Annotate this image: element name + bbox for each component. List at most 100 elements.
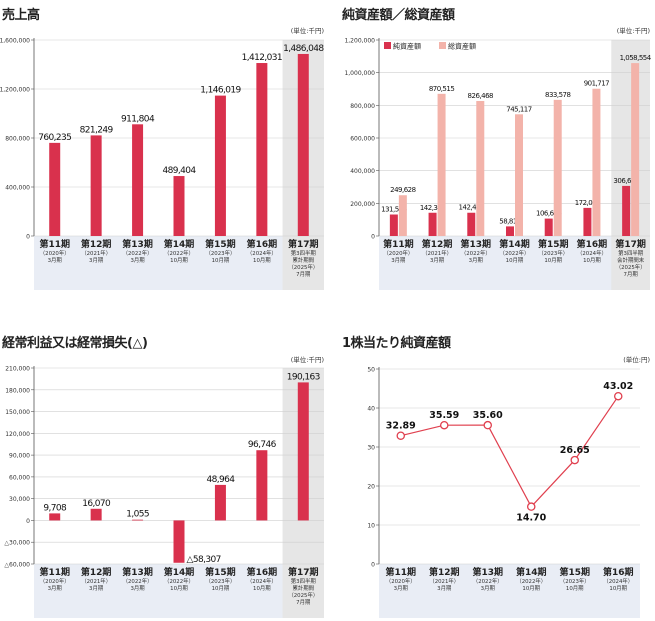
category-label: 第15期 (559, 566, 590, 578)
category-sublabel: 10月期 (212, 257, 230, 264)
category-label: 第15期 (538, 238, 569, 250)
category-sublabel: 3月期 (130, 585, 144, 592)
data-point (440, 420, 449, 430)
category-sublabel: 10月期 (253, 257, 271, 264)
y-tick-label: 50 (367, 367, 375, 374)
y-tick-label: 600,000 (350, 136, 375, 143)
bar-value-label: 489,404 (162, 166, 196, 176)
category-sublabel: 会計期間末 (617, 256, 645, 264)
series-line (400, 395, 619, 508)
category-label: 第13期 (122, 566, 153, 578)
category-sublabel: （2020年） (386, 577, 416, 585)
category-label: 第13期 (461, 238, 492, 250)
y-tick-label: 800,000 (350, 103, 375, 110)
category-sublabel: 10月期 (609, 585, 627, 592)
nav-per-share-chart: 01020304050(単位:円)第11期（2020年）3月期第12期（2021… (367, 355, 650, 618)
category-sublabel: 3月期 (48, 585, 62, 592)
category-sublabel: （2025年） (288, 591, 318, 599)
category-sublabel: 3月期 (89, 585, 103, 592)
nav-per-share-chart-title: 1株当たり純資産額 (342, 336, 451, 351)
category-label: 第17期 (288, 566, 319, 578)
bar-value-label: 1,412,031 (242, 53, 282, 63)
unit-label: (単位:千円) (291, 355, 324, 364)
sales-chart-panel: 売上高 0 400,000 800,000 1,200,000 1,600,000 (単位… (0, 0, 330, 300)
category-sublabel: 7月期 (624, 271, 638, 278)
category-sublabel: （2023年） (205, 577, 235, 585)
nav-per-share-chart-panel: 1株当たり純資産額 0 10 20 30 40 50 (単位:円) 第11期 （2020年） 3月… (330, 318, 655, 621)
y-tick-label: 400,000 (5, 185, 30, 192)
point-value-label: 26.65 (560, 445, 590, 456)
bar-value-label: △58,307 (187, 555, 221, 565)
bar-value-label: 106,614 (536, 210, 562, 218)
legend-label: 総資産額 (448, 42, 476, 51)
bar-value-label: 833,578 (545, 91, 570, 99)
y-tick-label: 0 (26, 518, 30, 525)
bar-net-assets (622, 185, 631, 236)
category-sublabel: （2022年） (461, 249, 491, 257)
sales-chart-title: 売上高 (2, 8, 40, 23)
data-point (526, 502, 536, 511)
y-tick-label: 0 (26, 234, 30, 241)
category-label: 第14期 (499, 238, 530, 250)
assets-chart: 0 200,000 400,000 600,000 800,000 1,000,000 1,… (344, 26, 652, 290)
bar (132, 519, 144, 521)
bar (90, 508, 102, 521)
category-label: 第15期 (205, 566, 236, 578)
category-sublabel: 第3四半期 (291, 577, 316, 585)
bar-net-assets (428, 212, 437, 236)
y-tick-label: 180,000 (5, 387, 30, 394)
y-tick-label: 1,600,000 (0, 38, 30, 45)
y-tick-label: △60,000 (4, 562, 30, 569)
category-sublabel: （2020年） (383, 249, 413, 257)
category-sublabel: 3月期 (48, 257, 62, 264)
y-tick-label: 120,000 (5, 431, 30, 438)
category-sublabel: 3月期 (394, 585, 408, 592)
category-sublabel: （2021年） (81, 249, 111, 257)
category-label: 第16期 (577, 238, 608, 250)
bar-total-assets (631, 63, 640, 237)
category-label: 第14期 (164, 566, 195, 578)
y-tick-label: 40 (367, 406, 375, 413)
category-sublabel: （2022年） (123, 249, 153, 257)
category-sublabel: （2024年） (603, 577, 633, 585)
category-label: 第14期 (516, 566, 547, 578)
bar-total-assets (592, 88, 601, 236)
category-label: 第16期 (247, 238, 278, 250)
point-value-label: 14.70 (516, 513, 546, 524)
bar-total-assets (437, 93, 446, 236)
category-sublabel: （2023年） (560, 577, 590, 585)
category-label: 第15期 (205, 238, 236, 250)
bar-value-label: 826,468 (468, 92, 493, 100)
category-sublabel: 10月期 (506, 257, 524, 264)
bar-value-label: 48,964 (206, 475, 235, 485)
assets-chart-title: 純資産額／総資産額 (342, 8, 455, 23)
category-sublabel: 7月期 (296, 271, 310, 278)
point-value-label: 35.60 (473, 410, 503, 421)
y-tick-label: 800,000 (5, 136, 30, 143)
category-sublabel: （2023年） (538, 249, 568, 257)
y-tick-label: 200,000 (350, 201, 375, 208)
data-point (396, 431, 406, 440)
category-label: 第12期 (81, 238, 112, 250)
bar-total-assets (398, 195, 407, 236)
category-sublabel: （2024年） (247, 577, 277, 585)
bar (49, 142, 61, 236)
point-value-label: 35.59 (429, 410, 459, 421)
bar (297, 382, 309, 521)
category-sublabel: （2022年） (123, 577, 153, 585)
bar-value-label: 9,708 (43, 503, 67, 513)
category-sublabel: （2023年） (205, 249, 235, 257)
y-tick-label: 30 (367, 445, 375, 452)
category-sublabel: （2024年） (247, 249, 277, 257)
bar-value-label: 911,804 (121, 114, 155, 124)
y-tick-label: 400,000 (350, 168, 375, 175)
bar (256, 63, 268, 237)
bar-value-label: 190,163 (287, 372, 320, 382)
bar-value-label: 760,235 (38, 133, 71, 143)
bar-value-label: 96,746 (248, 440, 277, 450)
bar-value-label: 870,515 (429, 85, 454, 93)
category-sublabel: （2022年） (516, 577, 546, 585)
category-sublabel: 第3四半期 (291, 249, 316, 257)
bar-total-assets (476, 101, 485, 236)
category-sublabel: （2022年） (164, 577, 194, 585)
